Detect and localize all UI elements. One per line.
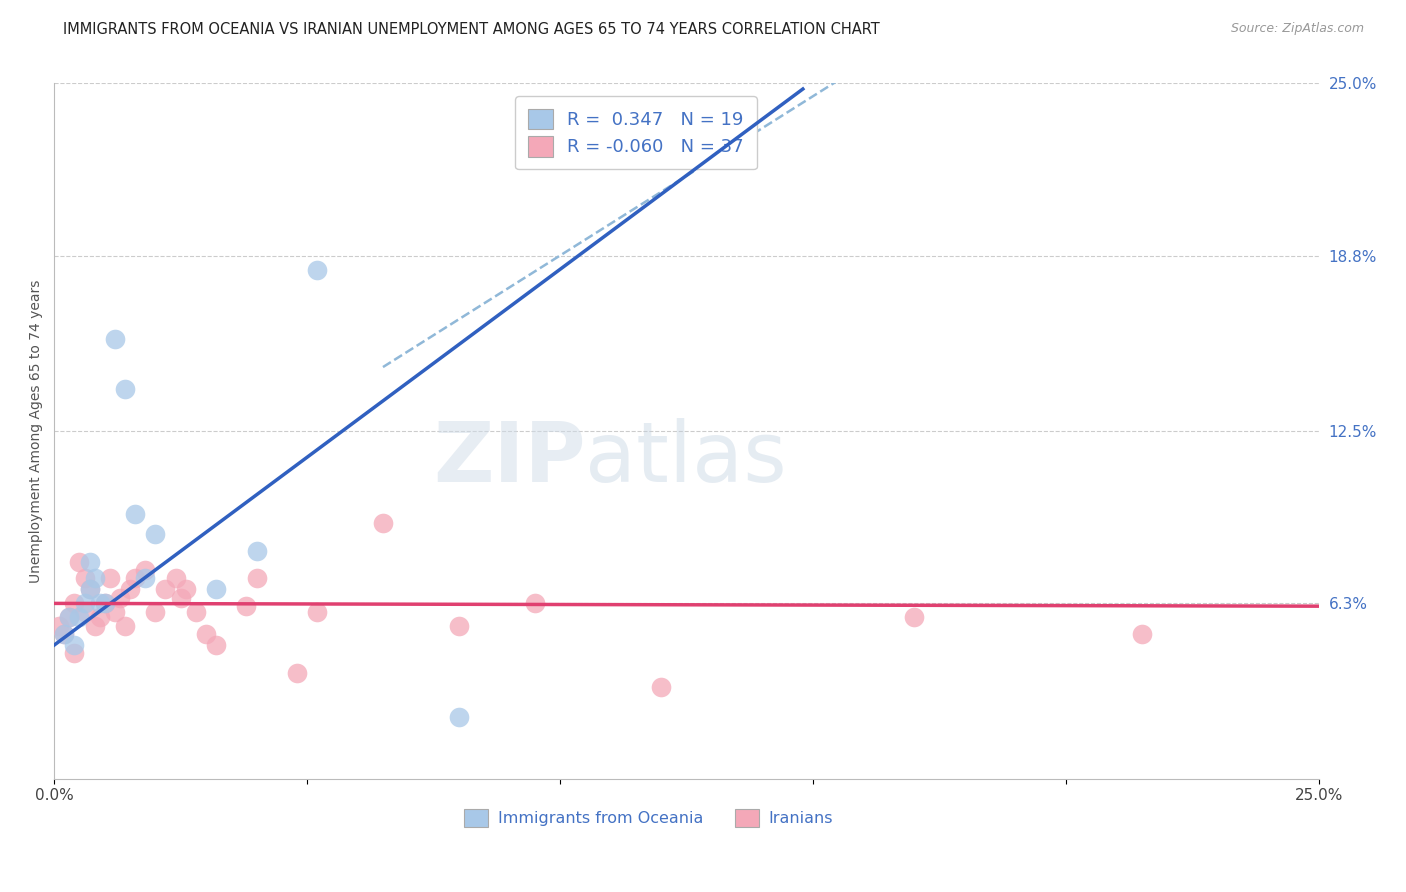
Point xyxy=(124,508,146,522)
Point xyxy=(89,610,111,624)
Y-axis label: Unemployment Among Ages 65 to 74 years: Unemployment Among Ages 65 to 74 years xyxy=(30,279,44,582)
Point xyxy=(155,582,177,597)
Point xyxy=(63,638,86,652)
Point xyxy=(73,571,96,585)
Point xyxy=(108,591,131,605)
Point xyxy=(245,571,267,585)
Text: ZIP: ZIP xyxy=(433,418,585,500)
Point xyxy=(307,262,329,277)
Point xyxy=(134,563,156,577)
Point xyxy=(63,647,86,661)
Point xyxy=(650,680,672,694)
Point xyxy=(83,618,105,632)
Point xyxy=(114,618,136,632)
Point xyxy=(1130,627,1153,641)
Point xyxy=(447,618,470,632)
Point xyxy=(371,516,394,530)
Point xyxy=(523,596,546,610)
Point xyxy=(69,555,91,569)
Point xyxy=(169,591,191,605)
Point xyxy=(73,605,96,619)
Point xyxy=(165,571,187,585)
Point xyxy=(447,710,470,724)
Point xyxy=(124,571,146,585)
Point xyxy=(114,382,136,396)
Point xyxy=(58,610,80,624)
Point xyxy=(89,596,111,610)
Point xyxy=(53,627,76,641)
Point xyxy=(174,582,197,597)
Point xyxy=(205,638,228,652)
Point xyxy=(94,596,117,610)
Point xyxy=(58,610,80,624)
Point xyxy=(79,582,101,597)
Point xyxy=(104,332,127,346)
Point xyxy=(143,605,166,619)
Point xyxy=(245,543,267,558)
Legend: Immigrants from Oceania, Iranians: Immigrants from Oceania, Iranians xyxy=(458,803,839,833)
Point xyxy=(194,627,217,641)
Point xyxy=(143,527,166,541)
Point xyxy=(79,582,101,597)
Point xyxy=(79,555,101,569)
Point xyxy=(98,571,121,585)
Point xyxy=(48,618,70,632)
Point xyxy=(83,571,105,585)
Point xyxy=(53,627,76,641)
Point xyxy=(184,605,207,619)
Point xyxy=(903,610,925,624)
Point xyxy=(205,582,228,597)
Point xyxy=(307,605,329,619)
Point xyxy=(63,596,86,610)
Point xyxy=(285,665,308,680)
Point xyxy=(94,596,117,610)
Point xyxy=(118,582,141,597)
Point xyxy=(134,571,156,585)
Point xyxy=(104,605,127,619)
Point xyxy=(235,599,257,614)
Point xyxy=(69,610,91,624)
Point xyxy=(73,596,96,610)
Text: atlas: atlas xyxy=(585,418,787,500)
Text: Source: ZipAtlas.com: Source: ZipAtlas.com xyxy=(1230,22,1364,36)
Text: IMMIGRANTS FROM OCEANIA VS IRANIAN UNEMPLOYMENT AMONG AGES 65 TO 74 YEARS CORREL: IMMIGRANTS FROM OCEANIA VS IRANIAN UNEMP… xyxy=(63,22,880,37)
